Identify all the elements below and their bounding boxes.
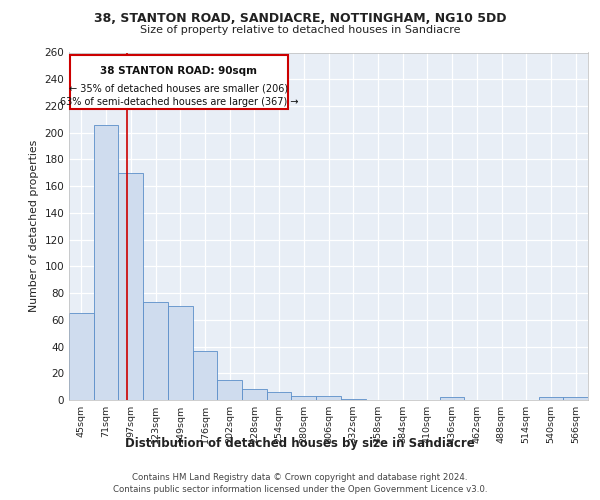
Bar (118, 173, 143, 400)
Text: Contains HM Land Registry data © Crown copyright and database right 2024.: Contains HM Land Registry data © Crown c… (132, 472, 468, 482)
Text: 63% of semi-detached houses are larger (367) →: 63% of semi-detached houses are larger (… (60, 96, 298, 106)
FancyBboxPatch shape (70, 55, 288, 108)
Bar (217, 380, 242, 400)
Bar (267, 392, 292, 400)
Text: 38, STANTON ROAD, SANDIACRE, NOTTINGHAM, NG10 5DD: 38, STANTON ROAD, SANDIACRE, NOTTINGHAM,… (94, 12, 506, 26)
Bar (563, 398, 588, 400)
Text: Contains public sector information licensed under the Open Government Licence v3: Contains public sector information licen… (113, 485, 487, 494)
Bar (341, 398, 365, 400)
Bar (168, 306, 193, 400)
Text: 38 STANTON ROAD: 90sqm: 38 STANTON ROAD: 90sqm (100, 66, 257, 76)
Text: ← 35% of detached houses are smaller (206): ← 35% of detached houses are smaller (20… (70, 83, 289, 93)
Y-axis label: Number of detached properties: Number of detached properties (29, 140, 39, 312)
Text: Size of property relative to detached houses in Sandiacre: Size of property relative to detached ho… (140, 25, 460, 35)
Bar (193, 350, 217, 400)
Bar (440, 398, 464, 400)
Bar (69, 313, 94, 400)
Bar (316, 396, 341, 400)
Bar (242, 390, 267, 400)
Bar (539, 398, 563, 400)
Bar (94, 124, 118, 400)
Bar (143, 302, 168, 400)
Bar (292, 396, 316, 400)
Text: Distribution of detached houses by size in Sandiacre: Distribution of detached houses by size … (125, 438, 475, 450)
